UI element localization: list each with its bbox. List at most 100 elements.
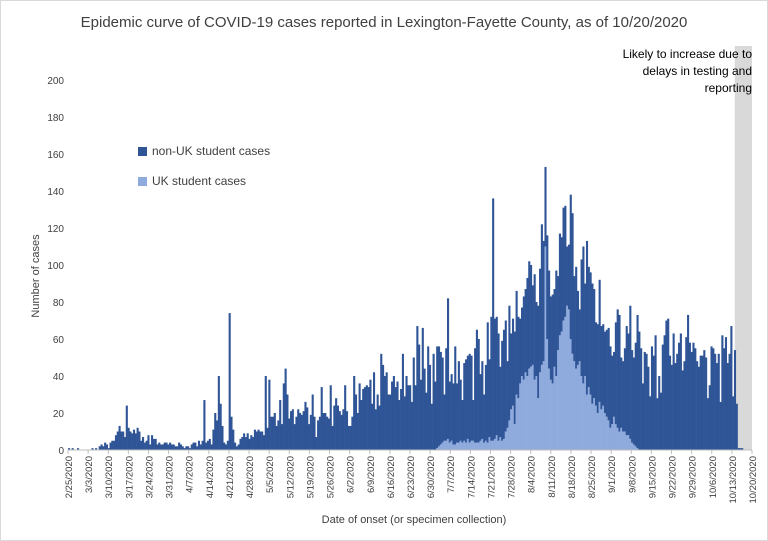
bar-uk <box>582 383 585 450</box>
bar-uk <box>600 409 603 450</box>
bar-uk <box>517 398 520 450</box>
bar-non-uk <box>143 442 146 450</box>
x-axis-label: Date of onset (or specimen collection) <box>321 514 507 526</box>
bar-uk <box>504 431 507 450</box>
bar-uk <box>530 366 533 450</box>
x-tick-label: 3/31/2020 <box>165 456 176 498</box>
bar-non-uk <box>604 331 607 413</box>
bar-non-uk <box>549 296 552 380</box>
bar-non-uk <box>661 344 664 450</box>
bar-uk <box>501 440 504 450</box>
bar-uk <box>573 361 576 450</box>
bar-non-uk <box>345 411 349 450</box>
highlight-region <box>734 46 752 450</box>
bar-uk <box>470 440 473 450</box>
bar-non-uk <box>378 405 381 450</box>
bar-non-uk <box>253 429 256 450</box>
bar-non-uk <box>295 416 298 450</box>
y-tick-label: 120 <box>47 224 64 235</box>
bar-non-uk <box>280 424 284 450</box>
bar-non-uk <box>481 361 484 439</box>
bar-non-uk <box>511 318 515 406</box>
bar-non-uk <box>699 355 702 450</box>
bar-non-uk <box>367 387 370 450</box>
bar-non-uk <box>114 435 118 450</box>
bar-non-uk <box>181 446 184 450</box>
bar-non-uk <box>261 431 264 450</box>
bar-uk <box>596 413 599 450</box>
bar-non-uk <box>427 346 430 450</box>
x-tick-label: 4/28/2020 <box>245 456 256 498</box>
bar-uk <box>443 440 446 450</box>
bar-non-uk <box>428 364 432 450</box>
bar-non-uk <box>410 401 414 450</box>
bar-non-uk <box>688 342 691 450</box>
bar-non-uk <box>631 350 634 443</box>
bar-uk <box>472 440 475 450</box>
bar-non-uk <box>98 446 101 450</box>
bar-uk <box>580 376 583 450</box>
bar-non-uk <box>517 316 520 399</box>
bar-uk <box>484 440 488 450</box>
bar-non-uk <box>730 326 733 450</box>
bar-non-uk <box>205 442 208 450</box>
bar-non-uk <box>123 437 127 450</box>
delay-annotation: Likely to increase due to delays in test… <box>622 47 752 95</box>
bar-non-uk <box>553 289 556 367</box>
bar-uk <box>459 440 462 450</box>
bar-non-uk <box>544 166 547 247</box>
bar-non-uk <box>721 335 724 450</box>
bar-non-uk <box>546 235 549 339</box>
bar-non-uk <box>336 405 340 450</box>
bar-non-uk <box>160 444 163 450</box>
bar-non-uk <box>737 448 740 450</box>
bar-non-uk <box>340 414 343 450</box>
bar-non-uk <box>203 400 206 450</box>
bar-non-uk <box>206 440 210 450</box>
bar-non-uk <box>331 425 334 450</box>
bar-uk <box>598 401 601 450</box>
x-tick-label: 8/4/2020 <box>527 456 538 493</box>
x-tick-label: 6/16/2020 <box>386 456 397 498</box>
bar-non-uk <box>719 401 722 450</box>
bar-non-uk <box>513 331 516 425</box>
bar-uk <box>463 440 466 450</box>
bar-non-uk <box>351 416 354 450</box>
bar-non-uk <box>333 405 336 450</box>
bar-non-uk <box>566 246 569 306</box>
bar-uk <box>490 440 493 450</box>
y-tick-label: 80 <box>53 298 65 309</box>
bar-non-uk <box>158 442 161 450</box>
bar-uk <box>627 435 630 450</box>
bar-uk <box>616 427 619 450</box>
bar-non-uk <box>506 361 509 428</box>
bar-uk <box>495 435 498 450</box>
bar-non-uk <box>474 348 477 443</box>
bar-non-uk <box>602 324 605 406</box>
bar-non-uk <box>215 420 219 450</box>
bar-non-uk <box>609 346 612 428</box>
bar-non-uk <box>116 431 119 450</box>
bar-uk <box>567 309 571 450</box>
bar-uk <box>620 427 623 450</box>
x-tick-label: 8/11/2020 <box>547 456 558 498</box>
bar-non-uk <box>490 316 493 441</box>
bar-non-uk <box>708 385 711 450</box>
bar-uk <box>618 431 621 450</box>
bar-non-uk <box>169 442 172 450</box>
bar-uk <box>575 368 578 450</box>
bar-non-uk <box>145 440 148 450</box>
bar-non-uk <box>457 361 460 443</box>
x-tick-label: 8/18/2020 <box>567 456 578 498</box>
bar-non-uk <box>434 381 437 450</box>
bar-uk <box>519 383 522 450</box>
bar-non-uk <box>68 448 71 450</box>
bar-non-uk <box>616 309 619 428</box>
x-tick-label: 9/22/2020 <box>668 456 679 498</box>
bar-non-uk <box>91 448 94 450</box>
bar-uk <box>557 350 560 450</box>
bar-non-uk <box>226 440 229 450</box>
bar-non-uk <box>640 348 643 450</box>
bar-non-uk <box>519 318 522 384</box>
